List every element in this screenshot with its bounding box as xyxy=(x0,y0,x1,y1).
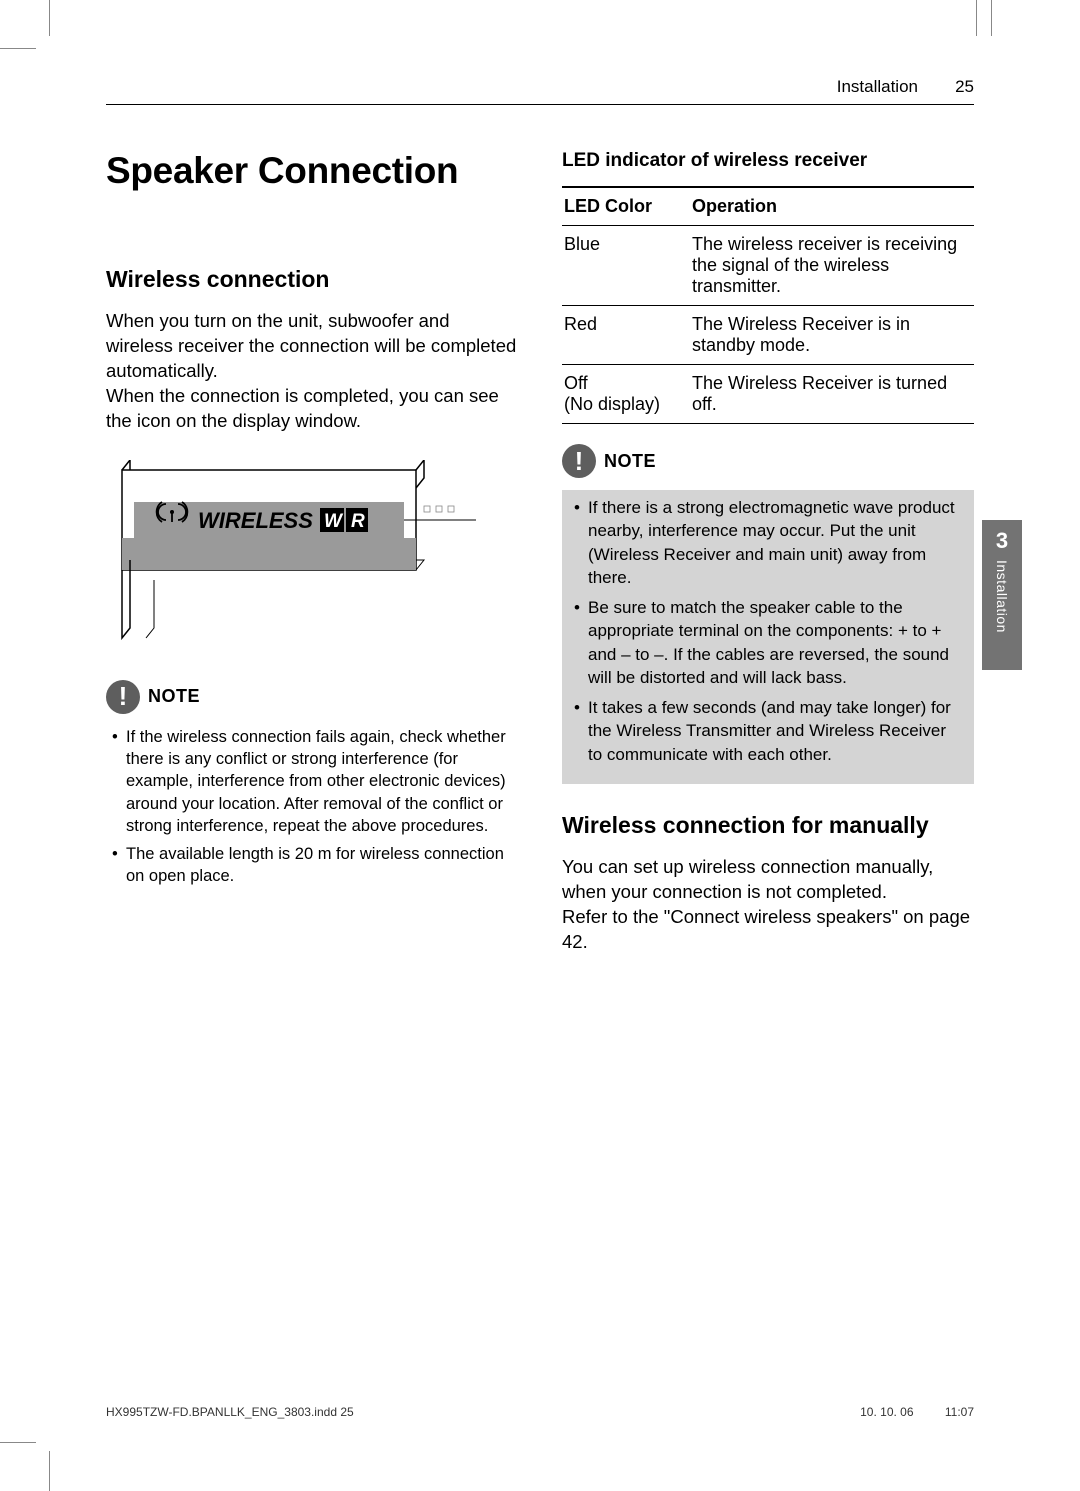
note-box-left: If the wireless connection fails again, … xyxy=(106,726,518,888)
footer-date: 10. 10. 06 xyxy=(860,1405,913,1419)
wireless-connection-p1: When you turn on the unit, subwoofer and… xyxy=(106,309,518,384)
chapter-tab: 3 Installation xyxy=(982,520,1022,670)
wireless-connection-p2: When the connection is completed, you ca… xyxy=(106,384,518,434)
note-icon: ! xyxy=(106,680,140,714)
page-header: Installation 25 xyxy=(106,75,974,105)
note-label: NOTE xyxy=(148,686,200,707)
note-icon: ! xyxy=(562,444,596,478)
note-right-item-1: If there is a strong electromagnetic wav… xyxy=(572,496,964,590)
svg-text:R: R xyxy=(351,511,365,532)
led-table: LED Color Operation Blue The wireless re… xyxy=(562,186,974,424)
footer-time: 11:07 xyxy=(945,1405,974,1419)
note-right-item-2: Be sure to match the speaker cable to th… xyxy=(572,596,964,690)
note-left-item-1: If the wireless connection fails again, … xyxy=(110,726,514,837)
note-badge-right: ! NOTE xyxy=(562,444,974,478)
header-section: Installation xyxy=(837,77,918,97)
note-left-item-2: The available length is 20 m for wireles… xyxy=(110,843,514,888)
right-column: LED indicator of wireless receiver LED C… xyxy=(562,150,974,955)
led-cell: The wireless receiver is receiving the s… xyxy=(690,226,974,306)
led-cell: Blue xyxy=(562,226,690,306)
imprint-footer: HX995TZW-FD.BPANLLK_ENG_3803.indd 25 10.… xyxy=(106,1405,974,1419)
manual-connection-heading: Wireless connection for manually xyxy=(562,812,974,839)
chapter-tab-number: 3 xyxy=(982,528,1022,554)
header-page: 25 xyxy=(955,77,974,97)
led-th-operation: Operation xyxy=(690,187,974,226)
note-box-right: If there is a strong electromagnetic wav… xyxy=(562,490,974,784)
led-cell: Red xyxy=(562,306,690,365)
chapter-tab-label: Installation xyxy=(994,560,1010,633)
note-right-item-3: It takes a few seconds (and may take lon… xyxy=(572,696,964,766)
manual-connection-p2: Refer to the "Connect wireless speakers"… xyxy=(562,905,974,955)
wireless-label: WIRELESS xyxy=(198,508,313,533)
display-window-diagram: WIRELESS W R xyxy=(106,460,476,650)
led-th-color: LED Color xyxy=(562,187,690,226)
led-cell: The Wireless Receiver is in standby mode… xyxy=(690,306,974,365)
footer-file: HX995TZW-FD.BPANLLK_ENG_3803.indd 25 xyxy=(106,1405,354,1419)
manual-connection-p1: You can set up wireless connection manua… xyxy=(562,855,974,905)
note-label: NOTE xyxy=(604,451,656,472)
table-row: Off (No display) The Wireless Receiver i… xyxy=(562,365,974,424)
table-row: Red The Wireless Receiver is in standby … xyxy=(562,306,974,365)
svg-text:W: W xyxy=(324,511,344,532)
led-cell: Off (No display) xyxy=(562,365,690,424)
note-badge-left: ! NOTE xyxy=(106,680,518,714)
led-indicator-heading: LED indicator of wireless receiver xyxy=(562,150,974,172)
page-title: Speaker Connection xyxy=(106,150,518,192)
led-cell: The Wireless Receiver is turned off. xyxy=(690,365,974,424)
table-row: Blue The wireless receiver is receiving … xyxy=(562,226,974,306)
left-column: Speaker Connection Wireless connection W… xyxy=(106,150,518,955)
wireless-connection-heading: Wireless connection xyxy=(106,266,518,293)
